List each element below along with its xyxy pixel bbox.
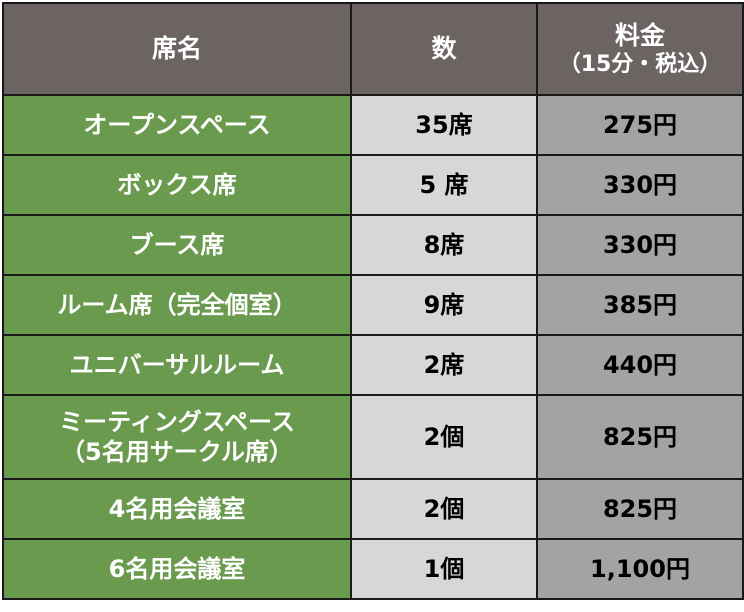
seat-price-cell: 825円 xyxy=(536,478,744,540)
seat-name-line: 4名用会議室 xyxy=(108,495,246,523)
seat-name-line: 6名用会議室 xyxy=(108,555,246,583)
table-row: ユニバーサルルーム 2席 440円 xyxy=(2,334,744,396)
seat-name-line: （5名用サークル席） xyxy=(61,438,293,466)
table-row: 4名用会議室 2個 825円 xyxy=(2,478,744,540)
header-row: 席名 数 料金 （15分・税込） xyxy=(2,2,744,96)
seat-pricing-table: 席名 数 料金 （15分・税込） オープンスペース 35席 275円 ボックス席… xyxy=(2,2,744,600)
seat-count-cell: 8席 xyxy=(350,214,538,276)
table-row: ボックス席 5 席 330円 xyxy=(2,154,744,216)
seat-count-cell: 35席 xyxy=(350,94,538,156)
seat-name-cell: 6名用会議室 xyxy=(2,538,352,600)
header-price-sub: （15分・税込） xyxy=(558,51,722,77)
header-price-title: 料金 xyxy=(614,20,665,50)
seat-name-line: ブース席 xyxy=(129,231,225,259)
seat-price-cell: 330円 xyxy=(536,154,744,216)
table-row: ブース席 8席 330円 xyxy=(2,214,744,276)
seat-price-cell: 1,100円 xyxy=(536,538,744,600)
seat-count-cell: 2個 xyxy=(350,394,538,480)
seat-price-cell: 330円 xyxy=(536,214,744,276)
seat-name-line: ボックス席 xyxy=(117,171,237,199)
table-row: オープンスペース 35席 275円 xyxy=(2,94,744,156)
seat-name-cell: ユニバーサルルーム xyxy=(2,334,352,396)
seat-name-cell: ブース席 xyxy=(2,214,352,276)
seat-name-line: ルーム席（完全個室） xyxy=(57,291,297,319)
seat-name-cell: オープンスペース xyxy=(2,94,352,156)
table-row: 6名用会議室 1個 1,100円 xyxy=(2,538,744,600)
seat-count-cell: 2席 xyxy=(350,334,538,396)
seat-name-line: ユニバーサルルーム xyxy=(69,351,285,379)
seat-name-cell: 4名用会議室 xyxy=(2,478,352,540)
header-price: 料金 （15分・税込） xyxy=(536,2,744,96)
seat-price-cell: 440円 xyxy=(536,334,744,396)
table-row: ミーティングスペース （5名用サークル席） 2個 825円 xyxy=(2,394,744,480)
seat-name-cell: ボックス席 xyxy=(2,154,352,216)
seat-name-line: オープンスペース xyxy=(83,111,271,139)
seat-count-cell: 2個 xyxy=(350,478,538,540)
header-count: 数 xyxy=(350,2,538,96)
seat-price-cell: 825円 xyxy=(536,394,744,480)
seat-count-cell: 9席 xyxy=(350,274,538,336)
seat-price-cell: 275円 xyxy=(536,94,744,156)
table-row: ルーム席（完全個室） 9席 385円 xyxy=(2,274,744,336)
seat-name-cell: ルーム席（完全個室） xyxy=(2,274,352,336)
seat-name-cell: ミーティングスペース （5名用サークル席） xyxy=(2,394,352,480)
seat-name-line: ミーティングスペース xyxy=(59,408,295,436)
header-seat-name: 席名 xyxy=(2,2,352,96)
seat-price-cell: 385円 xyxy=(536,274,744,336)
seat-count-cell: 1個 xyxy=(350,538,538,600)
seat-count-cell: 5 席 xyxy=(350,154,538,216)
